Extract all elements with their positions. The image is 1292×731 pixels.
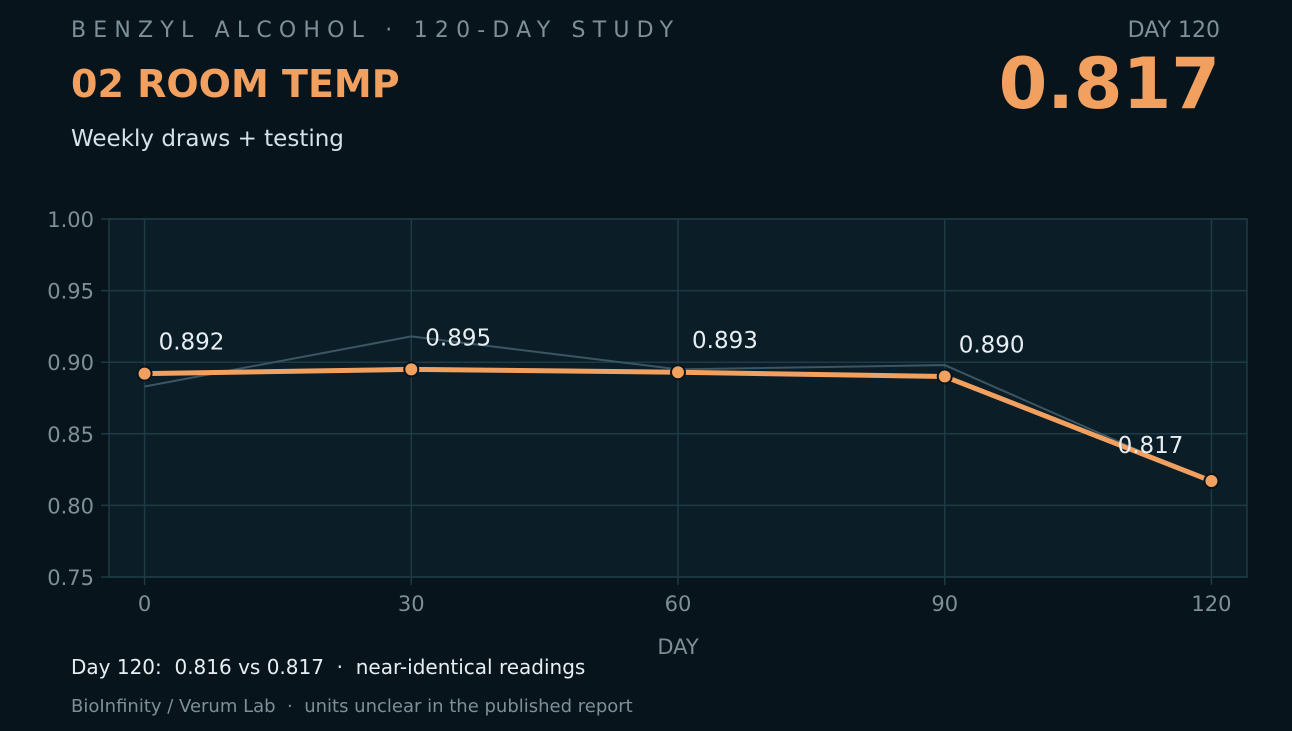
- y-tick-label: 0.80: [47, 494, 94, 518]
- x-axis: 0 30 60 90 120: [138, 577, 1231, 616]
- data-label: 0.817: [1118, 433, 1184, 459]
- y-tick-label: 1.00: [47, 208, 94, 232]
- data-point: [1203, 473, 1220, 490]
- chart-subtitle: Weekly draws + testing: [71, 126, 344, 152]
- source-note: BioInfinity / Verum Lab · units unclear …: [71, 696, 633, 717]
- x-tick-label: 90: [931, 592, 958, 616]
- headline-value: 0.817: [998, 43, 1220, 125]
- y-axis: 0.75 0.80 0.85 0.90 0.95 1.00: [47, 208, 109, 590]
- study-kicker: BENZYL ALCOHOL · 120-DAY STUDY: [71, 18, 681, 43]
- data-label: 0.890: [959, 333, 1025, 359]
- series-group: 0.892 0.895 0.893 0.890 0.817: [136, 325, 1220, 490]
- y-tick-label: 0.75: [47, 566, 94, 590]
- x-tick-label: 60: [665, 592, 692, 616]
- data-point: [936, 368, 953, 385]
- x-axis-label: DAY: [657, 635, 699, 659]
- x-tick-label: 0: [138, 592, 151, 616]
- footnote: Day 120: 0.816 vs 0.817 · near-identical…: [71, 655, 586, 679]
- chart-title: 02 ROOM TEMP: [71, 62, 400, 106]
- data-label: 0.892: [159, 330, 225, 356]
- y-tick-label: 0.95: [47, 280, 94, 304]
- x-tick-label: 30: [398, 592, 425, 616]
- x-tick-label: 120: [1191, 592, 1231, 616]
- y-tick-label: 0.85: [47, 423, 94, 447]
- day-label: DAY 120: [1127, 18, 1220, 43]
- data-label: 0.893: [692, 328, 758, 354]
- data-label: 0.895: [425, 325, 491, 351]
- data-point: [403, 361, 420, 378]
- data-point: [670, 364, 686, 381]
- grid-lines: [109, 218, 1247, 578]
- data-point: [136, 365, 153, 382]
- y-tick-label: 0.90: [47, 351, 94, 375]
